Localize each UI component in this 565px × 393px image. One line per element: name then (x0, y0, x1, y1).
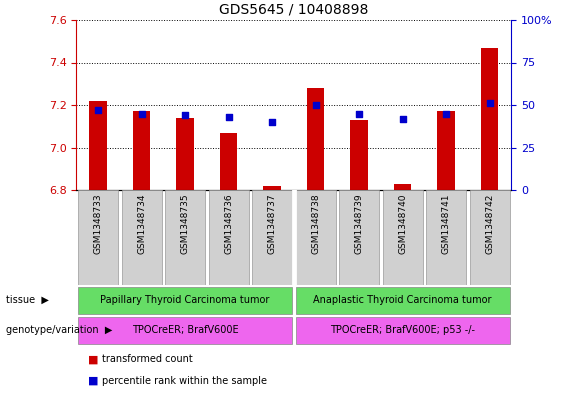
Text: genotype/variation  ▶: genotype/variation ▶ (6, 325, 112, 335)
Text: transformed count: transformed count (102, 354, 193, 364)
Bar (426, 190, 466, 285)
Text: GSM1348737: GSM1348737 (268, 194, 276, 254)
Bar (89, 101, 107, 190)
Text: Papillary Thyroid Carcinoma tumor: Papillary Thyroid Carcinoma tumor (101, 295, 270, 305)
Text: GSM1348739: GSM1348739 (355, 194, 363, 254)
Bar (263, 186, 281, 190)
Bar (220, 132, 237, 190)
Bar (295, 190, 336, 285)
Point (311, 102, 320, 108)
Bar (383, 190, 423, 285)
Text: GSM1348741: GSM1348741 (442, 194, 450, 254)
Bar (481, 48, 498, 190)
Text: GSM1348738: GSM1348738 (311, 194, 320, 254)
Bar (295, 286, 510, 314)
Bar (176, 118, 194, 190)
Text: Anaplastic Thyroid Carcinoma tumor: Anaplastic Thyroid Carcinoma tumor (314, 295, 492, 305)
Bar (339, 190, 379, 285)
Bar (252, 190, 292, 285)
Text: GSM1348740: GSM1348740 (398, 194, 407, 254)
Bar (78, 286, 292, 314)
Bar (437, 111, 455, 190)
Bar (78, 316, 292, 343)
Point (268, 119, 277, 125)
Bar (165, 190, 205, 285)
Point (224, 114, 233, 120)
Text: GSM1348736: GSM1348736 (224, 194, 233, 254)
Bar (295, 316, 510, 343)
Point (398, 116, 407, 122)
Bar (307, 88, 324, 190)
Point (355, 110, 364, 117)
Point (137, 110, 146, 117)
Bar (78, 190, 118, 285)
Bar (394, 184, 411, 190)
Bar (133, 111, 150, 190)
Text: tissue  ▶: tissue ▶ (6, 295, 49, 305)
Text: TPOCreER; BrafV600E; p53 -/-: TPOCreER; BrafV600E; p53 -/- (330, 325, 475, 335)
Title: GDS5645 / 10408898: GDS5645 / 10408898 (219, 2, 368, 16)
Text: GSM1348734: GSM1348734 (137, 194, 146, 254)
Text: ■: ■ (88, 354, 98, 364)
Bar (121, 190, 162, 285)
Text: TPOCreER; BrafV600E: TPOCreER; BrafV600E (132, 325, 238, 335)
Text: GSM1348733: GSM1348733 (94, 194, 102, 254)
Point (180, 112, 189, 118)
Text: GSM1348735: GSM1348735 (181, 194, 189, 254)
Point (94, 107, 103, 113)
Point (485, 100, 494, 107)
Bar (350, 120, 368, 190)
Text: GSM1348742: GSM1348742 (485, 194, 494, 254)
Point (442, 110, 451, 117)
Bar (208, 190, 249, 285)
Bar (470, 190, 510, 285)
Text: ■: ■ (88, 375, 98, 386)
Text: percentile rank within the sample: percentile rank within the sample (102, 375, 267, 386)
